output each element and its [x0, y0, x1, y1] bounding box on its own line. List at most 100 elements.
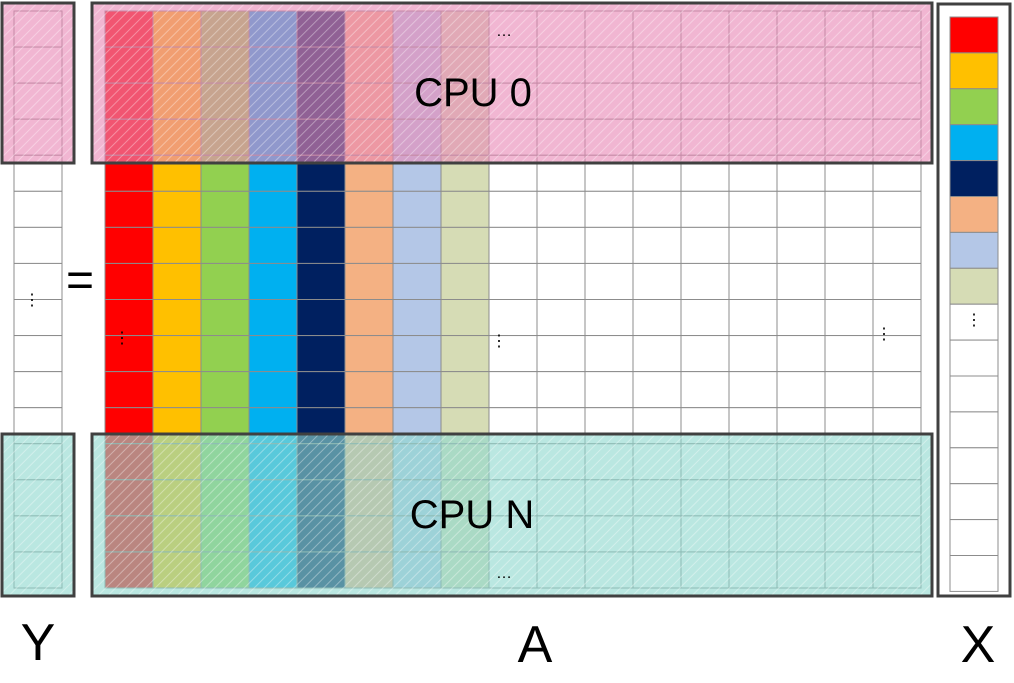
a-cell: [824, 299, 874, 337]
a-cell: [488, 335, 538, 373]
x-cell: [949, 267, 999, 305]
a-bottom-ellipsis: …: [496, 565, 512, 582]
a-cell: [632, 335, 682, 373]
x-vector-label: X: [961, 616, 996, 674]
a-cell: [680, 190, 730, 228]
a-cell: [344, 335, 394, 373]
a-right-ellipsis: ⋮: [876, 326, 892, 343]
x-cell: [949, 52, 999, 90]
a-cell: [488, 371, 538, 409]
a-cell: [344, 371, 394, 409]
a-cell: [392, 299, 442, 337]
a-cell: [440, 190, 490, 228]
a-cell: [440, 299, 490, 337]
a-cell: [824, 226, 874, 264]
a-cell: [776, 226, 826, 264]
a-cell: [248, 371, 298, 409]
a-cell: [392, 371, 442, 409]
a-cell: [776, 371, 826, 409]
a-cell: [536, 299, 586, 337]
a-cell: [872, 226, 922, 264]
x-cell: [949, 196, 999, 233]
a-cell: [392, 226, 442, 264]
x-cell: [949, 411, 999, 449]
x-cell: [949, 16, 999, 54]
a-cell: [440, 226, 490, 264]
y-cell: [13, 335, 63, 373]
equals-sign: =: [66, 254, 94, 307]
a-cell: [248, 190, 298, 228]
a-cell: [680, 262, 730, 300]
a-cell: [776, 299, 826, 337]
a-cell: [296, 299, 346, 337]
a-cell: [392, 190, 442, 228]
a-cell: [584, 371, 634, 409]
a-cell: [728, 371, 778, 409]
cpu-0-y-border: [0, 1, 76, 165]
a-cell: [536, 335, 586, 373]
a-cell: [200, 262, 250, 300]
x-cell: [949, 447, 999, 485]
a-cell: [200, 190, 250, 228]
a-cell: [152, 226, 202, 264]
a-cell: [536, 262, 586, 300]
a-cell: [632, 262, 682, 300]
a-cell: [776, 262, 826, 300]
a-cell: [488, 190, 538, 228]
x-ellipsis: ⋮: [966, 312, 982, 329]
a-cell: [632, 371, 682, 409]
a-cell: [872, 262, 922, 300]
x-cell: [949, 88, 999, 126]
a-cell: [872, 371, 922, 409]
a-cell: [200, 335, 250, 373]
a-cell: [536, 190, 586, 228]
a-cell: [344, 299, 394, 337]
y-cell: [13, 190, 63, 228]
a-top-ellipsis: …: [496, 23, 512, 40]
a-cell: [152, 335, 202, 373]
a-cell: [104, 371, 154, 409]
a-cell: [824, 262, 874, 300]
a-cell: [728, 190, 778, 228]
a-cell: [296, 371, 346, 409]
a-cell: [632, 190, 682, 228]
a-cell: [344, 226, 394, 264]
x-cell: [949, 555, 999, 592]
a-cell: [248, 299, 298, 337]
cpu-0-label: CPU 0: [414, 71, 532, 115]
y-cell: [13, 262, 63, 300]
a-cell: [200, 299, 250, 337]
a-cell: [152, 190, 202, 228]
a-cell: [296, 190, 346, 228]
x-cell: [949, 124, 999, 162]
a-cell: [584, 226, 634, 264]
x-cell: [949, 160, 999, 198]
x-cell: [949, 339, 999, 377]
a-cell: [104, 226, 154, 264]
a-cell: [344, 262, 394, 300]
a-cell: [344, 190, 394, 228]
a-cell: [872, 190, 922, 228]
a-cell: [824, 190, 874, 228]
cpu-0-a-hatch: [92, 3, 932, 163]
a-cell: [584, 299, 634, 337]
x-cell: [949, 483, 999, 521]
a-cell: [584, 262, 634, 300]
a-cell: [392, 335, 442, 373]
y-cell: [13, 226, 63, 264]
a-cell: [824, 335, 874, 373]
a-mid-ellipsis: ⋮: [491, 333, 507, 350]
a-cell: [536, 226, 586, 264]
a-cell: [248, 226, 298, 264]
cpu-n-partition: [0, 432, 934, 598]
a-cell: [488, 226, 538, 264]
a-cell: [440, 335, 490, 373]
a-cell: [104, 262, 154, 300]
a-cell: [296, 262, 346, 300]
a-cell: [728, 226, 778, 264]
y-cell: [13, 371, 63, 409]
a-cell: [488, 299, 538, 337]
a-cell: [104, 190, 154, 228]
cpu-n-y-hatch: [2, 434, 74, 596]
